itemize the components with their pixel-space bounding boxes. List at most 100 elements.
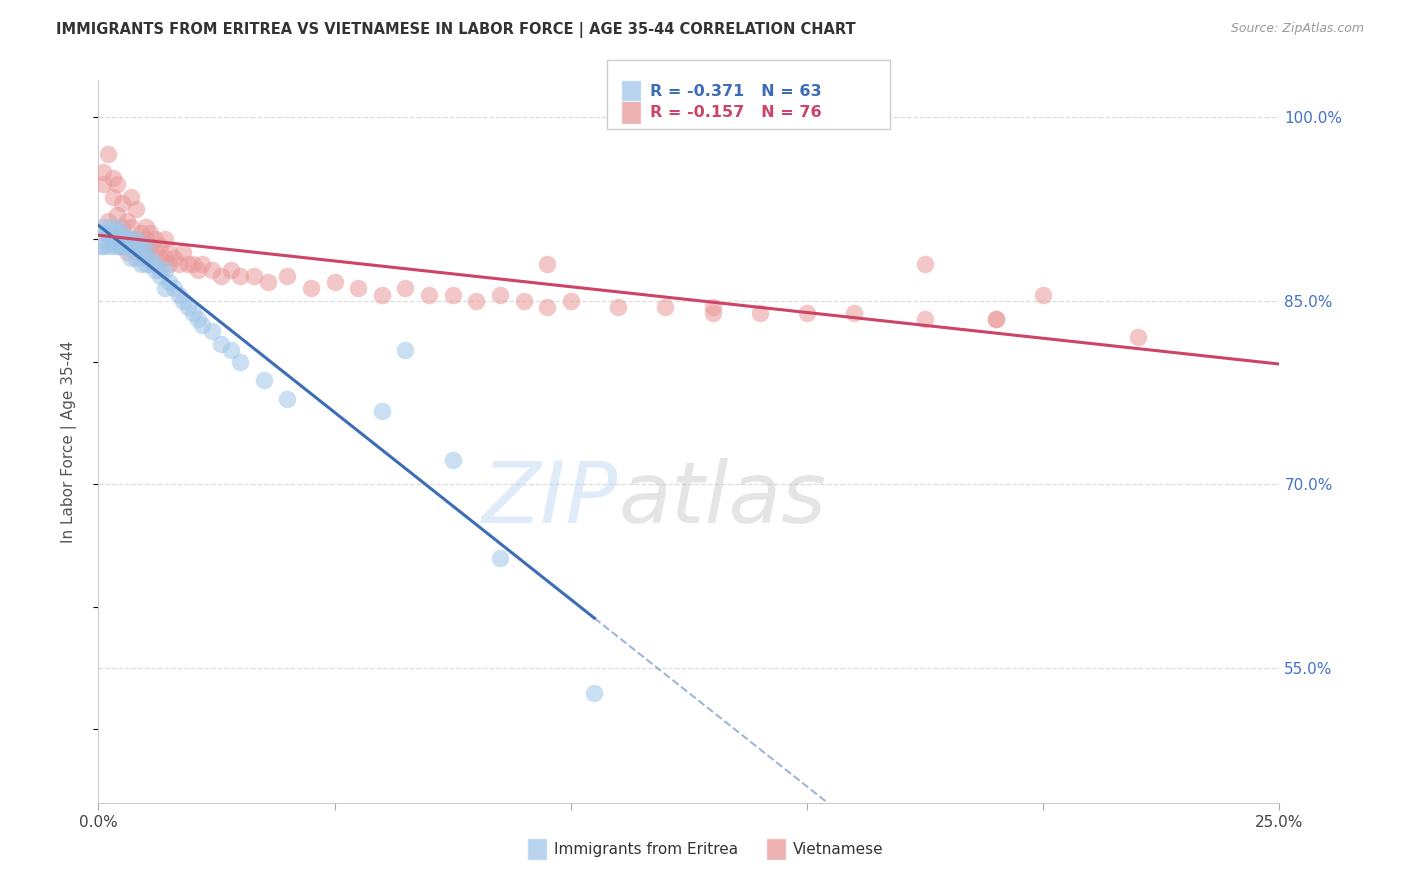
Point bbox=[299, 281, 322, 295]
Point bbox=[121, 189, 143, 203]
Point bbox=[257, 276, 280, 290]
Point bbox=[111, 238, 134, 252]
Point bbox=[115, 244, 138, 259]
Point bbox=[347, 281, 370, 295]
Text: Immigrants from Eritrea: Immigrants from Eritrea bbox=[554, 842, 738, 856]
Point bbox=[489, 287, 512, 301]
Point bbox=[1032, 287, 1054, 301]
Point bbox=[129, 227, 152, 241]
Point bbox=[276, 269, 298, 284]
Point bbox=[125, 202, 148, 216]
Point bbox=[91, 220, 114, 235]
Point bbox=[177, 257, 200, 271]
Point bbox=[914, 257, 936, 271]
Point bbox=[143, 232, 166, 246]
Point bbox=[844, 306, 866, 320]
Point bbox=[149, 238, 172, 252]
Point bbox=[163, 281, 186, 295]
Point bbox=[702, 300, 724, 314]
Point bbox=[121, 251, 143, 265]
Point bbox=[129, 244, 152, 259]
Text: R = -0.371   N = 63: R = -0.371 N = 63 bbox=[650, 84, 821, 99]
Point bbox=[149, 263, 172, 277]
Point bbox=[167, 257, 190, 271]
Point bbox=[135, 251, 157, 265]
Point bbox=[796, 306, 818, 320]
Point bbox=[125, 238, 148, 252]
Point bbox=[139, 238, 162, 252]
Point bbox=[191, 257, 214, 271]
Point bbox=[125, 244, 148, 259]
Point bbox=[465, 293, 488, 308]
Point bbox=[201, 263, 224, 277]
Point bbox=[135, 238, 157, 252]
Text: ZIP: ZIP bbox=[482, 458, 619, 541]
Point bbox=[143, 244, 166, 259]
Point bbox=[157, 276, 180, 290]
Point bbox=[90, 238, 112, 252]
Point bbox=[187, 263, 209, 277]
Point bbox=[172, 244, 194, 259]
Point bbox=[441, 453, 464, 467]
Point bbox=[135, 220, 157, 235]
Point bbox=[512, 293, 534, 308]
Point bbox=[115, 238, 138, 252]
Point bbox=[97, 238, 120, 252]
Point bbox=[97, 227, 120, 241]
Point bbox=[209, 269, 232, 284]
Point bbox=[143, 257, 166, 271]
Text: IMMIGRANTS FROM ERITREA VS VIETNAMESE IN LABOR FORCE | AGE 35-44 CORRELATION CHA: IMMIGRANTS FROM ERITREA VS VIETNAMESE IN… bbox=[56, 22, 856, 38]
Point bbox=[115, 232, 138, 246]
Point bbox=[101, 189, 124, 203]
Point bbox=[219, 263, 242, 277]
Point bbox=[111, 238, 134, 252]
Point bbox=[201, 324, 224, 338]
Point bbox=[394, 343, 416, 357]
Point bbox=[984, 312, 1007, 326]
Point bbox=[191, 318, 214, 333]
Point bbox=[135, 257, 157, 271]
Point bbox=[105, 238, 128, 252]
Point bbox=[101, 232, 124, 246]
Point bbox=[97, 146, 120, 161]
Point bbox=[135, 244, 157, 259]
Point bbox=[135, 232, 157, 246]
Point bbox=[583, 685, 606, 699]
Point bbox=[371, 287, 394, 301]
Point bbox=[115, 232, 138, 246]
Point bbox=[157, 257, 180, 271]
Point bbox=[489, 550, 512, 565]
Point bbox=[153, 232, 176, 246]
Point bbox=[153, 251, 176, 265]
Point bbox=[121, 232, 143, 246]
Point bbox=[98, 220, 121, 235]
Point bbox=[105, 178, 128, 192]
Point bbox=[181, 257, 204, 271]
Point bbox=[149, 269, 172, 284]
Point bbox=[115, 232, 138, 246]
Point bbox=[122, 238, 145, 252]
Point bbox=[748, 306, 770, 320]
Point bbox=[219, 343, 242, 357]
Point bbox=[91, 165, 114, 179]
Point bbox=[139, 257, 162, 271]
Point bbox=[125, 232, 148, 246]
Point bbox=[1126, 330, 1149, 344]
Point bbox=[94, 227, 117, 241]
Point bbox=[441, 287, 464, 301]
Point bbox=[536, 257, 558, 271]
Point bbox=[243, 269, 266, 284]
Point bbox=[253, 373, 276, 387]
Point bbox=[129, 257, 152, 271]
Point bbox=[172, 293, 194, 308]
Point bbox=[125, 232, 148, 246]
Point bbox=[560, 293, 582, 308]
Point bbox=[654, 300, 676, 314]
Point bbox=[91, 178, 114, 192]
Point bbox=[111, 227, 134, 241]
Point bbox=[91, 238, 114, 252]
Y-axis label: In Labor Force | Age 35-44: In Labor Force | Age 35-44 bbox=[60, 341, 77, 542]
Point bbox=[105, 208, 128, 222]
Point bbox=[111, 232, 134, 246]
Point bbox=[323, 276, 346, 290]
